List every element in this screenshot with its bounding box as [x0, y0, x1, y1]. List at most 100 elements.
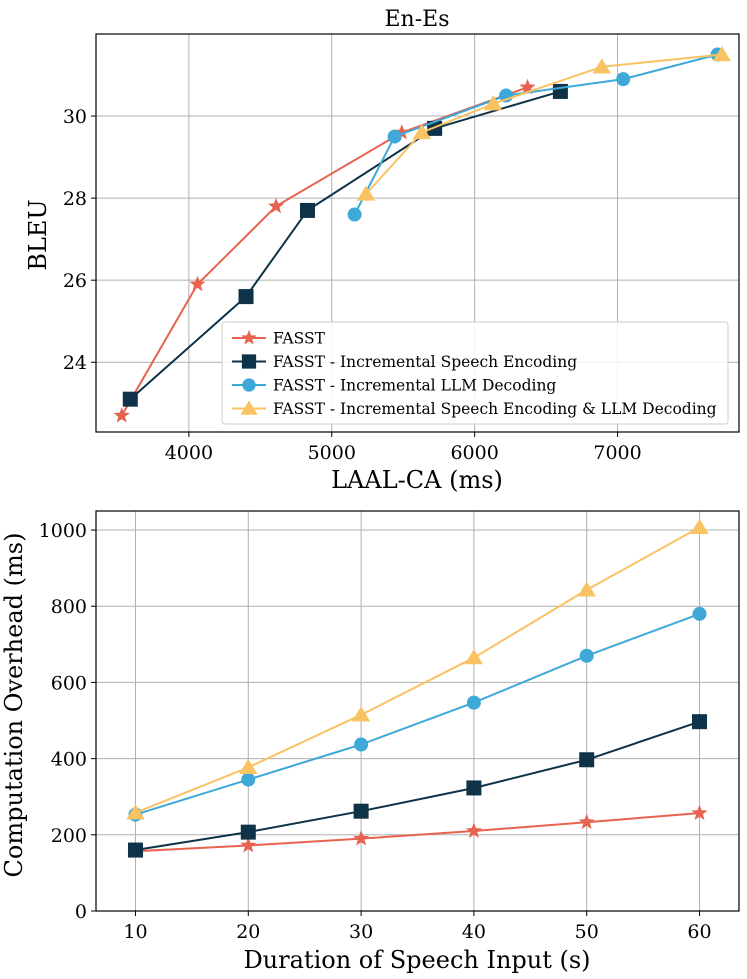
x-tick-label: 7000	[593, 442, 641, 464]
data-point	[240, 837, 257, 853]
y-tick-label: 800	[51, 596, 87, 618]
data-point	[353, 803, 369, 819]
x-tick-label: 4000	[165, 442, 213, 464]
x-tick-label: 5000	[308, 442, 356, 464]
data-point	[351, 706, 371, 722]
data-point	[126, 804, 145, 820]
data-point	[712, 46, 732, 62]
tick-labels: 4000 5000 6000 7000 24 26 28 30	[63, 106, 642, 464]
series-fasst-incremental-llm-decoding	[128, 606, 707, 822]
y-tick-label: 400	[51, 749, 87, 771]
data-point	[592, 58, 612, 74]
x-axis-label: LAAL-CA (ms)	[331, 466, 503, 494]
data-point	[579, 648, 594, 663]
data-point	[464, 649, 484, 665]
y-axis-label: Computation Overhead (ms)	[0, 533, 28, 878]
series-group	[113, 46, 732, 423]
data-point	[353, 830, 370, 846]
data-point	[412, 123, 431, 140]
data-point	[113, 407, 130, 423]
data-point	[240, 824, 256, 840]
series-line	[135, 526, 700, 814]
data-point	[347, 207, 362, 222]
series-line	[365, 53, 723, 195]
data-point	[577, 581, 596, 597]
data-point	[299, 202, 315, 218]
series-fasst	[113, 78, 536, 423]
legend: FASST FASST - Incremental Speech Encoding…	[221, 321, 729, 425]
legend-marker	[241, 354, 257, 369]
legend-items: FASST FASST - Incremental Speech Encoding…	[232, 330, 717, 418]
bleu-vs-latency-chart: En-Es 4000 5000 6000 7000 24 26 28 30 LAAL-CA (…	[24, 7, 740, 494]
legend-item-fasst-incremental-speech-encoding-llm-decoding: FASST - Incremental Speech Encoding & LL…	[232, 400, 717, 418]
x-tick-label: 50	[575, 921, 599, 943]
data-point	[122, 391, 138, 407]
legend-item-fasst-incremental-speech-encoding: FASST - Incremental Speech Encoding	[232, 353, 577, 371]
series-fasst-incremental-speech-encoding	[122, 83, 568, 407]
y-tick-label: 26	[63, 270, 87, 292]
legend-marker	[242, 378, 256, 392]
y-tick-label: 600	[51, 672, 87, 694]
data-point	[692, 606, 707, 621]
y-axis-label: BLEU	[24, 199, 52, 270]
y-tick-label: 0	[75, 901, 87, 923]
chart-title: En-Es	[384, 7, 449, 32]
data-point	[579, 752, 595, 768]
data-point	[466, 780, 482, 796]
series-fasst-incremental-llm-decoding	[347, 47, 725, 222]
legend-label: FASST - Incremental Speech Encoding & LL…	[273, 400, 717, 418]
y-tick-label: 200	[51, 825, 87, 847]
y-tick-label: 24	[63, 352, 87, 374]
data-point	[354, 737, 369, 752]
data-point	[387, 129, 402, 144]
grid	[96, 511, 739, 912]
y-tick-label: 28	[63, 188, 87, 210]
x-tick-label: 6000	[450, 442, 498, 464]
data-point	[238, 289, 254, 305]
legend-item-fasst-incremental-llm-decoding: FASST - Incremental LLM Decoding	[232, 377, 556, 395]
series-group	[126, 518, 709, 859]
data-point	[690, 518, 709, 535]
data-point	[519, 78, 536, 95]
series-fasst-incremental-speech-encoding-llm-decoding	[356, 46, 732, 201]
series-line	[135, 612, 700, 816]
x-tick-label: 40	[462, 921, 486, 943]
data-point	[465, 822, 482, 838]
data-point	[189, 275, 206, 292]
legend-label: FASST - Incremental Speech Encoding	[273, 353, 577, 371]
data-point	[691, 804, 708, 820]
plot-frame	[95, 33, 740, 433]
data-point	[692, 714, 708, 730]
x-tick-label: 20	[236, 921, 260, 943]
y-tick-label: 30	[63, 106, 87, 128]
legend-box	[221, 321, 729, 425]
series-fasst-incremental-speech-encoding	[127, 714, 708, 858]
legend-label: FASST	[273, 330, 326, 348]
x-tick-label: 30	[349, 921, 373, 943]
legend-marker	[241, 329, 257, 345]
x-axis-label: Duration of Speech Input (s)	[243, 946, 590, 974]
series-line	[135, 720, 700, 851]
series-fasst-incremental-speech-encoding-llm-decoding	[126, 518, 709, 820]
data-point	[616, 72, 631, 87]
data-point	[484, 95, 503, 111]
series-line	[135, 812, 700, 853]
x-tick-label: 10	[123, 921, 147, 943]
plot-frame	[95, 510, 740, 912]
y-tick-label: 1000	[39, 520, 87, 542]
series-fasst	[127, 804, 708, 859]
series-line	[353, 53, 718, 215]
data-point	[466, 695, 481, 710]
data-point	[393, 124, 410, 140]
data-point	[268, 197, 285, 214]
data-point	[239, 758, 258, 775]
legend-item-fasst: FASST	[232, 330, 326, 348]
x-tick-label: 60	[687, 921, 711, 943]
data-point	[127, 842, 143, 858]
data-point	[356, 185, 376, 201]
legend-marker	[240, 400, 258, 415]
data-point	[578, 813, 595, 830]
